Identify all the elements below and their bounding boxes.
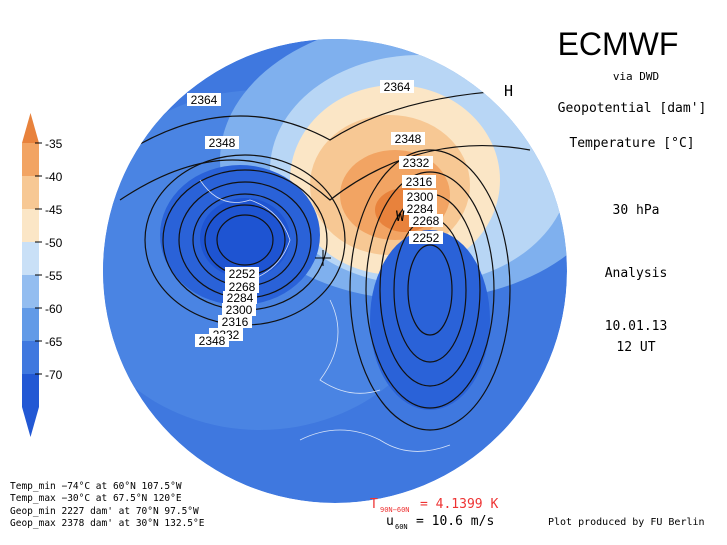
contour-label: 2252 (413, 231, 440, 245)
colorbar-tick-label: -50 (45, 236, 63, 250)
contour-label-box (409, 231, 443, 244)
field-label: Temperature [°C] (569, 136, 694, 151)
contour-label: 2316 (222, 315, 249, 329)
contour-label-box (402, 175, 436, 188)
contour-label-box (223, 291, 257, 304)
t-sub: 90N−60N (380, 506, 410, 514)
contour-label-box (205, 136, 239, 149)
contour-label: 2316 (406, 175, 433, 189)
time: 12 UT (616, 340, 655, 355)
colorbar-tick-label: -40 (45, 170, 63, 184)
contour-label-box (187, 93, 221, 106)
contour-label-box (218, 315, 252, 328)
t-value: = 4.1399 K (420, 497, 498, 512)
colorbar-tick-label: -35 (45, 137, 63, 151)
contour-label-box (225, 280, 259, 293)
colorbar: -35 -40 -45 -50 -55 -60 -65 -70 (22, 113, 63, 437)
level: 30 hPa (613, 203, 660, 218)
colorbar-tick-label: -55 (45, 269, 63, 283)
date: 10.01.13 (605, 319, 668, 334)
colorbar-cap (22, 113, 39, 143)
colorbar-tick-label: -70 (45, 368, 63, 382)
stat: Temp_min −74°C at 60°N 107.5°W (10, 481, 182, 492)
contour-label: 2348 (209, 136, 236, 150)
stat: Geop_min 2227 dam' at 70°N 97.5°W (10, 506, 199, 517)
contour-label-box (195, 334, 229, 347)
contour-label: 2268 (229, 280, 256, 294)
colorbar-segment (22, 275, 39, 308)
colorbar-tick-label: -45 (45, 203, 63, 217)
contour-label: 2252 (229, 267, 256, 281)
title: ECMWF (558, 26, 679, 62)
source: via DWD (613, 70, 659, 83)
contour-label-box (409, 214, 443, 227)
contour-label: 2348 (199, 334, 226, 348)
field-label: Geopotential [dam'] (558, 101, 707, 116)
contour-label: 2284 (407, 202, 434, 216)
contour-label-box (222, 303, 256, 316)
globe (103, 39, 567, 503)
pressure-marker: H (504, 82, 513, 100)
contour-label-box (225, 267, 259, 280)
contour-label: 2300 (226, 303, 253, 317)
stat: Temp_max −30°C at 67.5°N 120°E (10, 493, 182, 504)
colorbar-segment (22, 242, 39, 275)
u-sub: 60N (395, 523, 408, 531)
contour-label: 2348 (395, 132, 422, 146)
contour-label: 2268 (413, 214, 440, 228)
u-symbol: u (386, 514, 394, 529)
contour-label: 2364 (191, 93, 218, 107)
colorbar-segment (22, 308, 39, 341)
contour-label: 2300 (407, 190, 434, 204)
contour-label-box (391, 132, 425, 145)
u-value: = 10.6 m/s (416, 514, 494, 529)
contour-label-box (380, 80, 414, 93)
colorbar-segment (22, 374, 39, 407)
colorbar-segment (22, 176, 39, 209)
contour-label: 2364 (384, 80, 411, 94)
pressure-marker: W (396, 209, 405, 225)
colorbar-cap (22, 407, 39, 437)
contour-label: 2332 (403, 156, 430, 170)
contour-label-box (399, 156, 433, 169)
colorbar-segment (22, 143, 39, 176)
kind: Analysis (605, 266, 668, 281)
credit: Plot produced by FU Berlin (548, 517, 705, 528)
contour-label-box (403, 190, 437, 203)
colorbar-segment (22, 341, 39, 374)
contour-label: 2284 (227, 291, 254, 305)
stat: Geop_max 2378 dam' at 30°N 132.5°E (10, 518, 205, 529)
contour-label-box (403, 202, 437, 215)
contour-labels: 2364234822522268228423002316233223482364… (187, 80, 513, 348)
colorbar-segment (22, 209, 39, 242)
colorbar-tick-label: -60 (45, 302, 63, 316)
t-symbol: T (370, 497, 378, 512)
colorbar-tick-label: -65 (45, 335, 63, 349)
